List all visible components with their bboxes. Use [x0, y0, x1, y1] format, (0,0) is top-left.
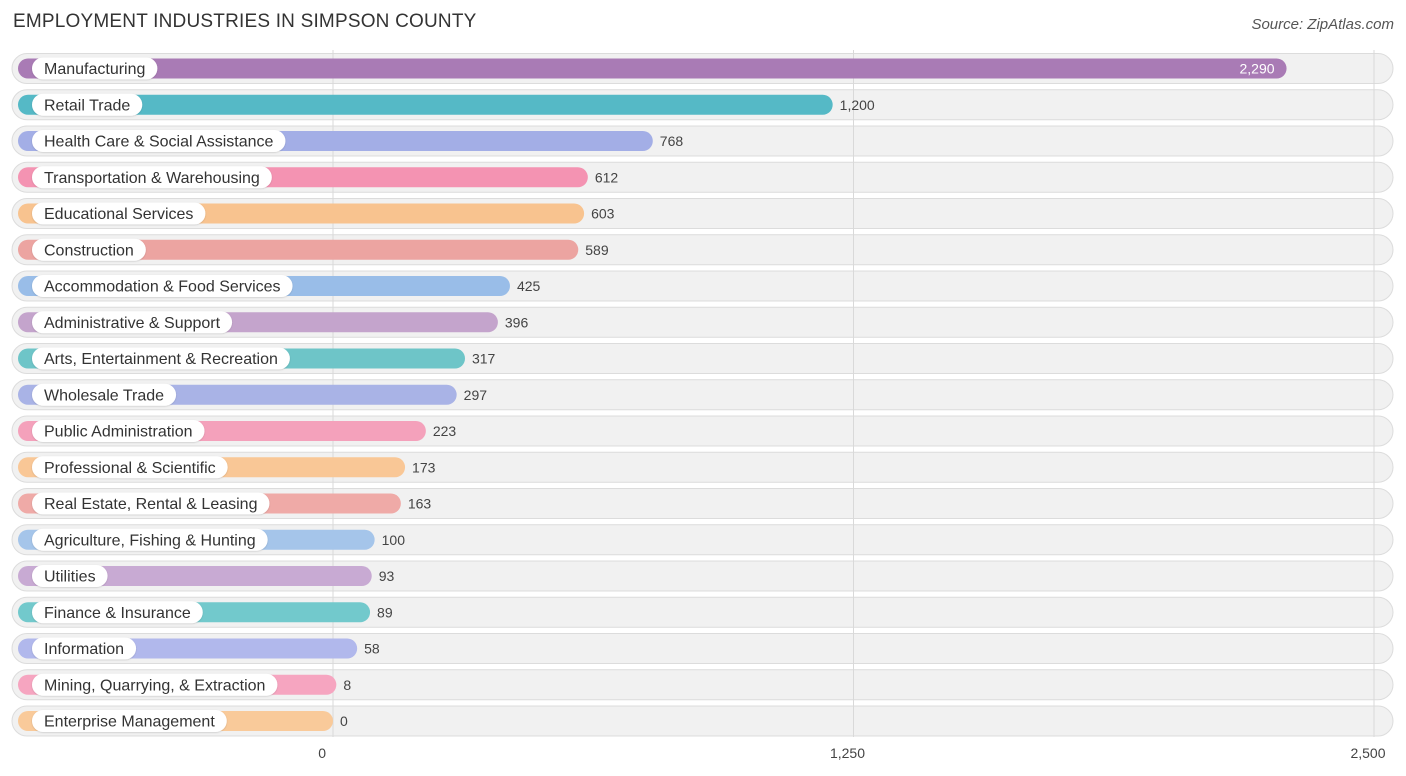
category-label-pill: [32, 166, 272, 189]
bar: [18, 566, 372, 586]
category-label-pill: [32, 130, 286, 152]
row-background: [11, 669, 1394, 701]
category-label-pill: [32, 565, 108, 587]
value-label: 173: [412, 459, 436, 475]
value-label: 163: [408, 496, 432, 512]
category-label-pill: [32, 710, 227, 732]
category-label-pill: [32, 238, 146, 261]
category-label: Arts, Entertainment & Recreation: [44, 351, 278, 368]
category-label: Administrative & Support: [44, 315, 221, 332]
category-label: Real Estate, Rental & Leasing: [44, 496, 257, 513]
category-label: Enterprise Management: [44, 714, 215, 731]
value-label: 100: [382, 532, 406, 548]
category-label-pill: [32, 93, 143, 116]
category-label-pill: [32, 637, 137, 660]
category-label: Information: [44, 641, 124, 658]
value-label: 93: [379, 568, 395, 584]
value-label: 425: [517, 278, 541, 294]
category-label: Retail Trade: [44, 97, 130, 114]
value-label: 223: [433, 423, 457, 439]
category-label: Finance & Insurance: [44, 605, 191, 622]
category-label-pill: [32, 202, 206, 225]
category-label: Professional & Scientific: [44, 460, 216, 477]
category-label-pill: [32, 601, 203, 624]
value-label: 297: [464, 387, 488, 403]
value-label: 317: [472, 351, 496, 367]
category-label: Transportation & Warehousing: [44, 170, 260, 187]
value-label: 0: [340, 713, 348, 729]
category-label-pill: [32, 383, 177, 406]
value-label: 768: [660, 133, 684, 149]
category-label: Wholesale Trade: [44, 387, 164, 404]
category-label: Educational Services: [44, 206, 193, 223]
bar: [18, 94, 833, 115]
row-background: [11, 705, 1394, 737]
category-label: Accommodation & Food Services: [44, 279, 281, 296]
value-label: 89: [377, 604, 393, 620]
value-label: 2,290: [1240, 61, 1275, 77]
category-label: Construction: [44, 242, 134, 259]
x-tick-label: 1,250: [830, 745, 865, 761]
row-background: [11, 633, 1394, 664]
category-label: Mining, Quarrying, & Extraction: [44, 677, 265, 694]
value-label: 589: [585, 242, 609, 258]
bar: [18, 58, 1287, 79]
value-label: 396: [505, 314, 529, 330]
category-label: Health Care & Social Assistance: [44, 134, 274, 151]
category-label-pill: [32, 673, 278, 696]
category-label-pill: [32, 275, 293, 297]
x-tick-label: 2,500: [1350, 745, 1385, 761]
value-label: 603: [591, 206, 615, 222]
category-label-pill: [32, 456, 228, 479]
category-label-pill: [32, 492, 270, 515]
category-label-pill: [32, 311, 233, 334]
category-label: Agriculture, Fishing & Hunting: [44, 532, 256, 549]
category-label: Utilities: [44, 569, 96, 586]
x-tick-label: 0: [318, 745, 326, 761]
value-label: 58: [364, 641, 380, 657]
category-label-pill: [32, 420, 205, 442]
chart-title: EMPLOYMENT INDUSTRIES IN SIMPSON COUNTY: [13, 11, 477, 32]
value-label: 1,200: [840, 97, 875, 113]
category-label: Public Administration: [44, 424, 193, 441]
category-label-pill: [32, 347, 290, 370]
bar: [18, 239, 579, 260]
category-label-pill: [32, 528, 268, 551]
value-label: 8: [343, 677, 351, 693]
source-label: Source: ZipAtlas.com: [1251, 16, 1394, 33]
value-label: 612: [595, 169, 619, 185]
category-label-pill: [32, 57, 158, 80]
category-label: Manufacturing: [44, 61, 145, 78]
